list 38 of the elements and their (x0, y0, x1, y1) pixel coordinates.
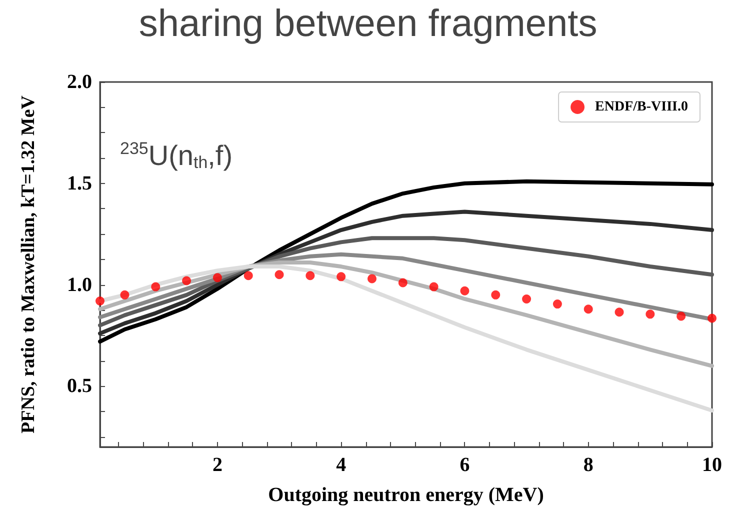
point (336, 272, 346, 282)
x-tick-label: 10 (702, 454, 722, 476)
y-axis-title: PFNS, ratio to Maxwellian, kT=1.32 MeV (18, 95, 39, 434)
line-series (98, 210, 714, 336)
point (552, 300, 562, 309)
point (96, 296, 104, 306)
line-series (98, 236, 714, 328)
point (614, 308, 624, 317)
point (306, 271, 315, 280)
y-tick-label: 1.5 (67, 172, 92, 194)
y-tick-label: 0.5 (67, 375, 92, 398)
line-series (98, 179, 714, 344)
x-axis-title: Outgoing neutron energy (MeV) (268, 484, 544, 506)
point (120, 290, 130, 300)
point (182, 276, 192, 286)
point (491, 290, 500, 300)
point (522, 294, 532, 304)
point (676, 312, 686, 321)
point (368, 274, 376, 284)
y-tick-label: 1.0 (67, 274, 92, 296)
x-tick-label: 4 (336, 454, 346, 476)
point (584, 304, 593, 314)
point (398, 278, 408, 288)
y-tick-label: 2.0 (67, 71, 92, 93)
point (460, 286, 470, 296)
legend-label: ENDF/B-VIII.0 (595, 100, 688, 114)
point (151, 282, 160, 292)
chart-title: sharing between fragments (138, 3, 598, 45)
point (212, 273, 222, 282)
point (708, 314, 716, 323)
x-tick-label: 2 (212, 454, 222, 476)
point (429, 282, 438, 292)
x-tick-label: 6 (460, 454, 470, 476)
point (274, 270, 284, 280)
x-tick-label: 8 (583, 454, 594, 476)
point (244, 271, 253, 280)
line-series (98, 260, 714, 368)
point (646, 310, 655, 319)
